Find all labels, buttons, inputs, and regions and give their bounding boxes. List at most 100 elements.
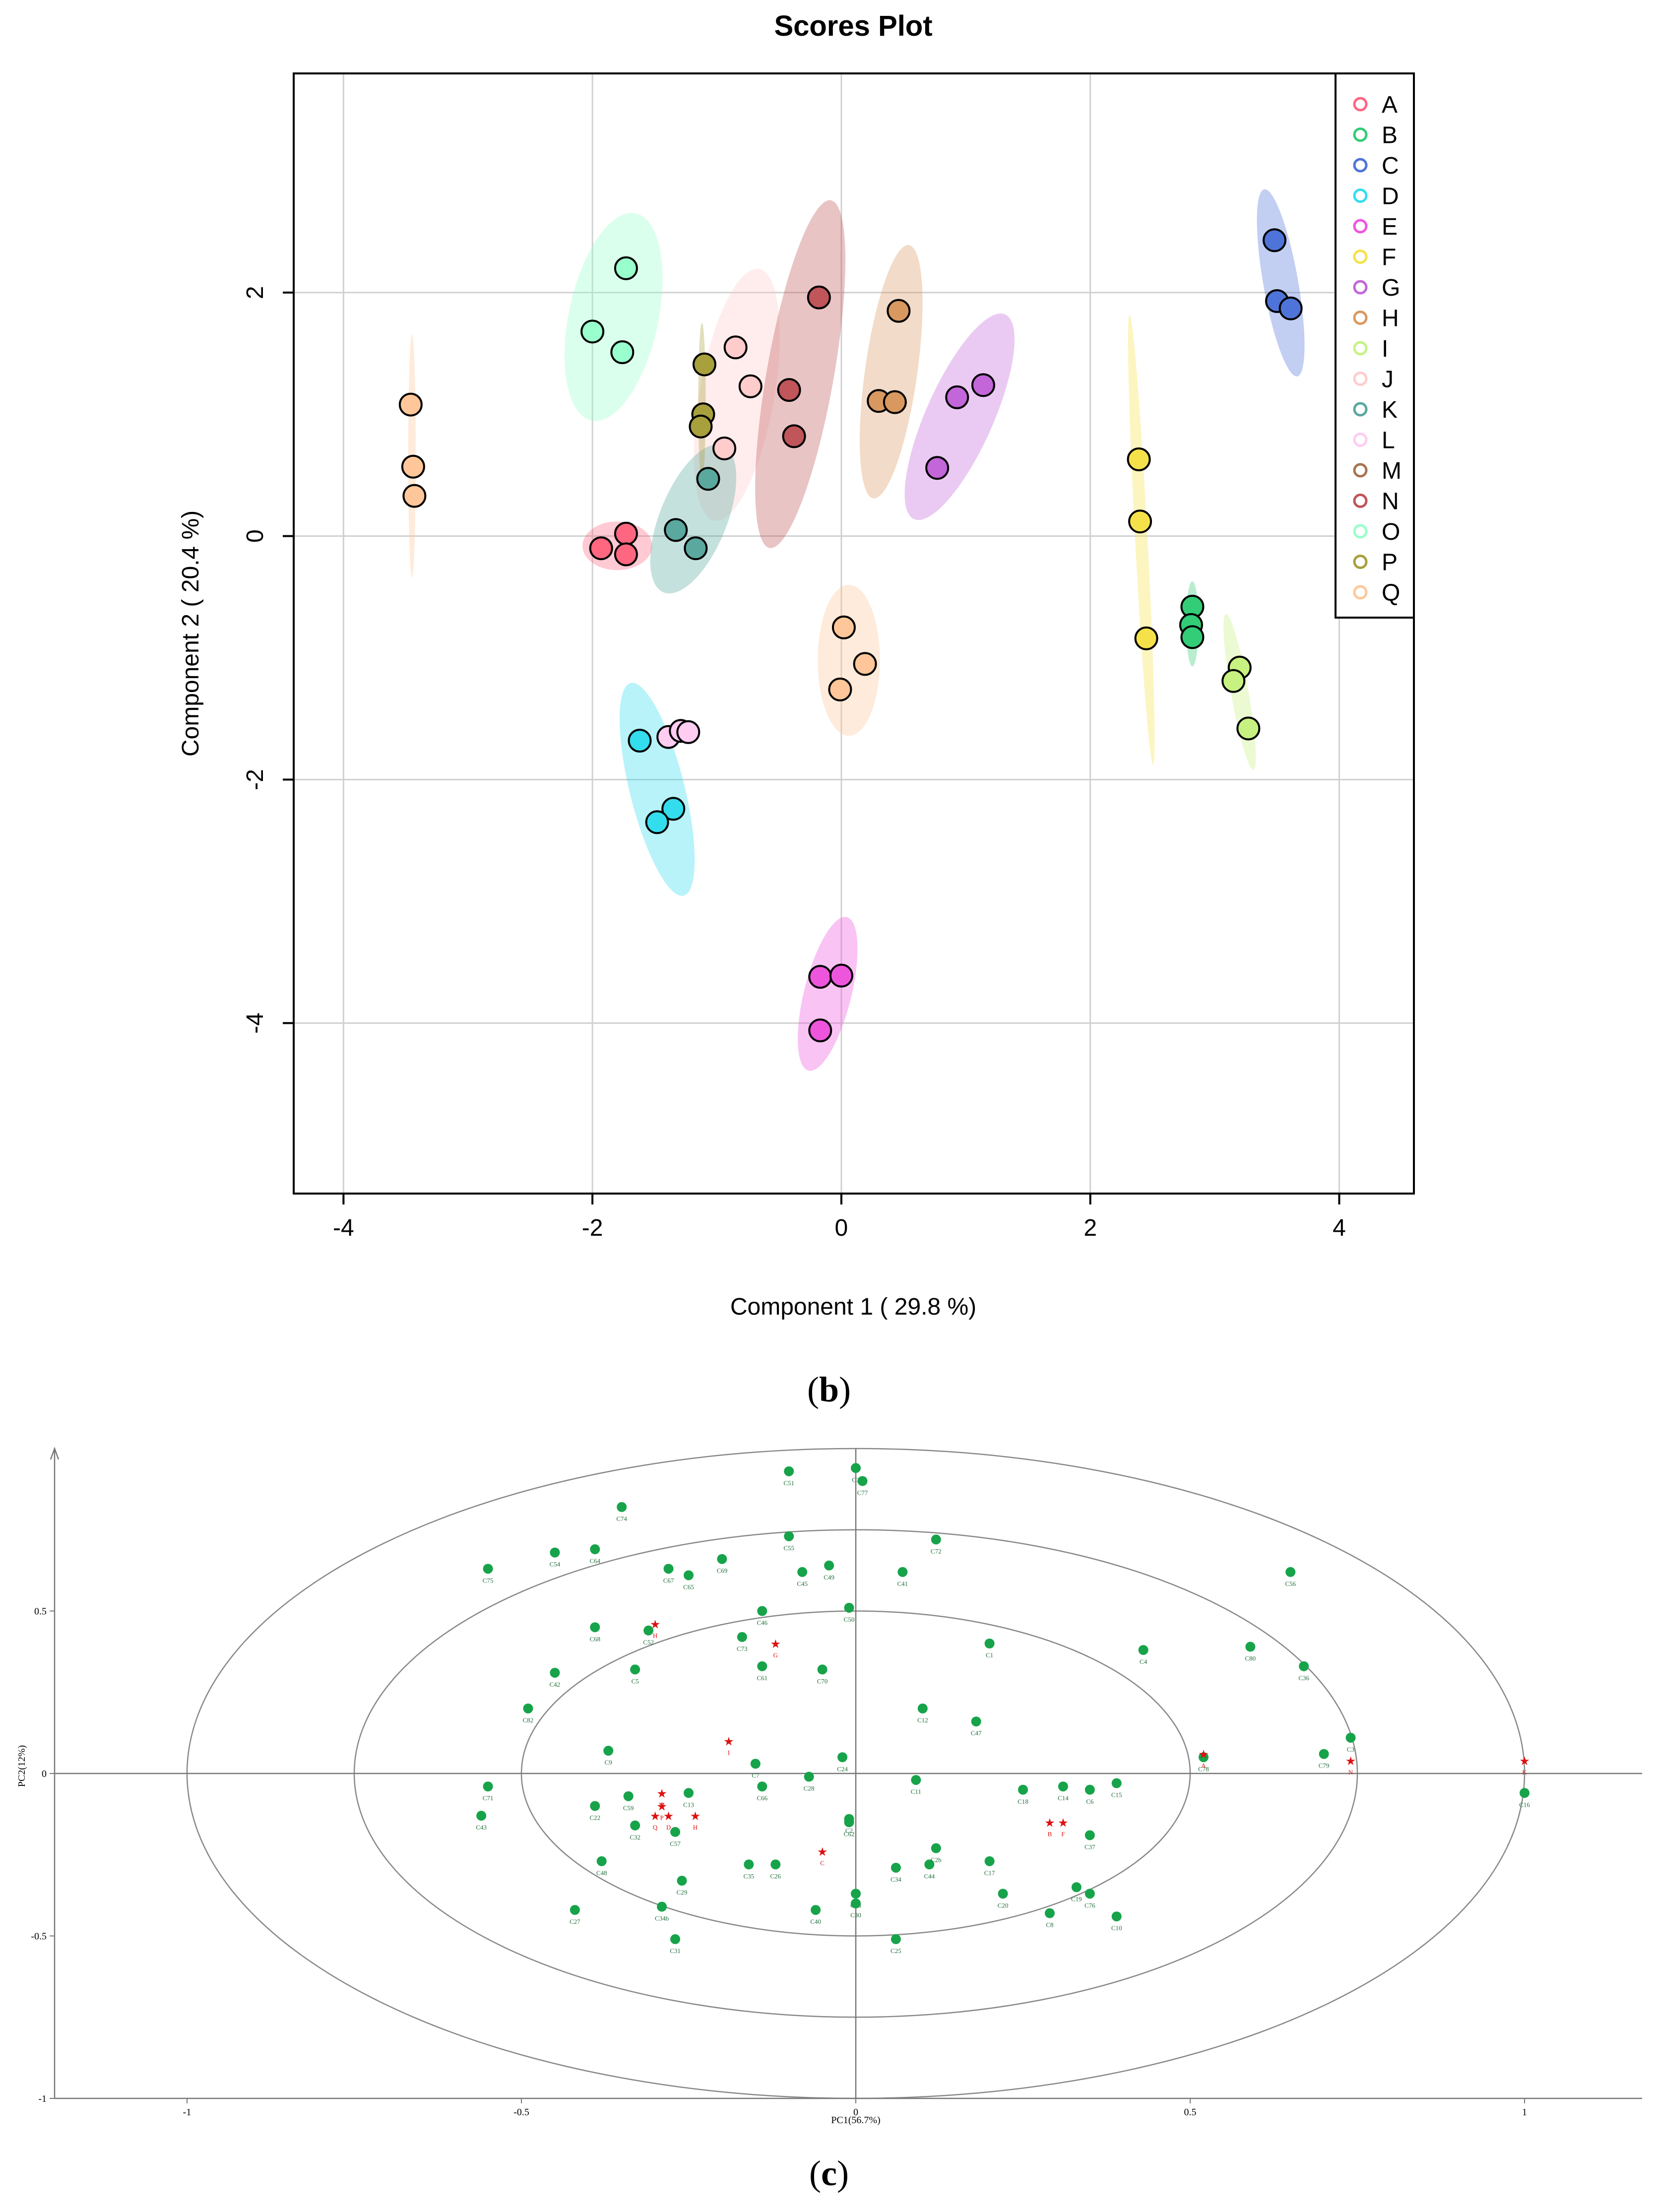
legend-marker	[1353, 402, 1368, 417]
sample-point	[590, 1622, 600, 1633]
pc1-axis-label: PC1(56.7%)	[831, 2115, 880, 2126]
sample-point	[1084, 1784, 1095, 1795]
score-point	[610, 340, 635, 365]
sample-label: C35	[743, 1872, 754, 1880]
sample-label: C45	[797, 1580, 808, 1587]
sample-point	[784, 1466, 794, 1476]
legend-label: N	[1382, 489, 1399, 515]
sample-label: C13	[683, 1801, 694, 1808]
reference-label: G	[773, 1651, 778, 1659]
scores-plot: Scores Plot -4 -2 0 2 4 -4 -2 0 2 Component 1 ( …	[178, 10, 1415, 1320]
legend-marker	[1353, 189, 1368, 203]
sample-label: C32	[630, 1833, 640, 1841]
sample-point	[684, 1788, 694, 1798]
sample-label: C74	[616, 1515, 627, 1522]
sample-label: C8	[1046, 1921, 1053, 1929]
score-point	[661, 797, 686, 821]
sample-point	[630, 1664, 640, 1675]
legend-marker	[1353, 158, 1368, 173]
score-point	[628, 728, 652, 753]
legend-label: L	[1382, 428, 1395, 454]
sample-label: C50	[844, 1616, 855, 1623]
reference-label: K	[1522, 1769, 1527, 1776]
legend-label: E	[1382, 214, 1398, 240]
sample-point	[851, 1898, 861, 1908]
sample-point	[570, 1905, 580, 1915]
sample-label: C37	[1084, 1843, 1095, 1850]
reference-label: H	[693, 1824, 698, 1831]
sample-point	[891, 1862, 901, 1873]
score-point	[808, 965, 832, 989]
sample-label: C71	[483, 1794, 494, 1802]
legend-label: H	[1382, 306, 1399, 332]
x-tick-label: 0.5	[1184, 2107, 1197, 2118]
sample-point	[857, 1476, 868, 1486]
sample-label: C27	[570, 1918, 580, 1925]
reference-star: ★	[1198, 1748, 1209, 1762]
sample-point	[603, 1746, 614, 1756]
score-point	[692, 352, 716, 377]
sample-point	[817, 1664, 828, 1675]
legend-marker	[1353, 433, 1368, 447]
sample-point	[891, 1934, 901, 1945]
sample-label: C20	[998, 1901, 1009, 1909]
sample-point	[797, 1567, 808, 1577]
sample-point	[617, 1502, 627, 1512]
score-point	[738, 374, 763, 398]
sample-point	[924, 1859, 935, 1870]
score-point	[1134, 626, 1158, 650]
sample-label: C2	[845, 1827, 853, 1834]
sample-point	[1285, 1567, 1296, 1577]
legend-label: I	[1382, 336, 1388, 362]
score-point	[614, 256, 638, 280]
sample-label: C75	[483, 1577, 494, 1584]
sample-point	[523, 1704, 533, 1713]
sample-point	[984, 1639, 995, 1648]
legend-marker	[1353, 97, 1368, 112]
caption-c: (c)	[809, 2153, 849, 2193]
sample-point	[590, 1544, 600, 1555]
sample-label: C9	[605, 1759, 612, 1766]
reference-star: ★	[650, 1809, 661, 1823]
sample-points: C51 C3 C77 C74 C55 C72 C75 C54 C64 C69 C67 C65 C45 C4…	[476, 1463, 1530, 1955]
sample-point	[844, 1602, 854, 1613]
sample-label: C48	[596, 1869, 607, 1877]
sample-label: C28	[804, 1785, 815, 1792]
score-point	[614, 521, 638, 546]
score-point	[645, 810, 669, 834]
legend-label: C	[1382, 153, 1399, 179]
confidence-ellipse	[1128, 315, 1155, 765]
sample-point	[1071, 1882, 1082, 1893]
legend-label: B	[1382, 123, 1398, 149]
sample-point	[684, 1570, 694, 1580]
sample-point	[550, 1667, 560, 1678]
sample-label: C56	[1285, 1580, 1296, 1587]
sample-label: C19	[1071, 1895, 1082, 1902]
sample-point	[837, 1752, 848, 1763]
score-point	[723, 335, 748, 360]
reference-label: I	[728, 1749, 730, 1757]
legend-label: G	[1382, 275, 1400, 301]
legend-label: O	[1382, 519, 1400, 545]
score-point	[398, 392, 423, 417]
sample-label: C10	[1111, 1924, 1122, 1932]
y-tick-label: -1	[38, 2093, 47, 2104]
sample-point	[784, 1531, 794, 1541]
score-point	[664, 518, 688, 542]
reference-label: D	[666, 1824, 671, 1831]
x-tick-label: -0.5	[513, 2107, 529, 2118]
reference-label: M	[659, 1801, 665, 1808]
sample-label: C14	[1058, 1794, 1069, 1802]
sample-label: C49	[824, 1574, 834, 1581]
sample-label: C67	[663, 1577, 674, 1584]
sample-point	[1520, 1788, 1530, 1798]
caption-b-letter: b	[819, 1370, 839, 1409]
legend-marker	[1353, 524, 1368, 539]
sample-point	[851, 1889, 861, 1899]
confidence-ellipse	[698, 323, 706, 482]
score-point	[1263, 228, 1287, 253]
score-point	[831, 615, 856, 639]
sample-label: C68	[589, 1635, 600, 1643]
score-point	[689, 414, 713, 439]
sample-point	[590, 1801, 600, 1811]
